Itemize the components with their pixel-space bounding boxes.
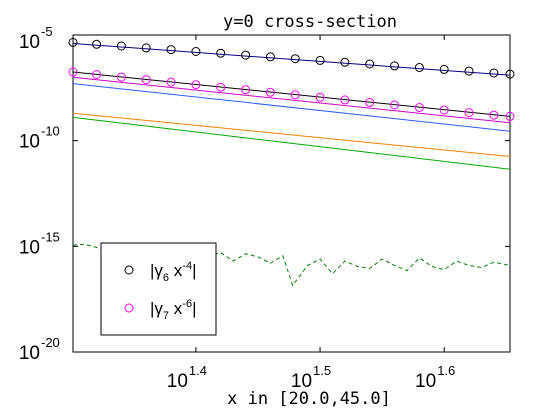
marker-point-0-15	[439, 64, 449, 74]
y-tick-exponent-1: -10	[41, 124, 60, 139]
legend-box	[100, 242, 217, 336]
series-line-3	[72, 76, 511, 124]
series-line-4	[72, 112, 511, 157]
legend-label-1: |γ7 x-6|	[150, 298, 196, 322]
marker-point-0-10	[315, 55, 325, 65]
marker-point-1-18	[505, 111, 515, 121]
marker-point-0-7	[241, 50, 251, 60]
marker-point-0-13	[390, 61, 399, 71]
marker-point-1-4	[166, 77, 176, 87]
marker-point-0-11	[340, 57, 350, 67]
marker-point-0-3	[141, 43, 151, 53]
y-tick-label-1: 10	[19, 132, 40, 153]
x-tick-label-1: 10	[291, 371, 312, 392]
marker-point-0-8	[265, 52, 275, 62]
marker-layer	[68, 37, 515, 121]
marker-point-1-2	[116, 72, 126, 82]
marker-point-1-1	[92, 70, 102, 79]
marker-point-1-9	[290, 90, 300, 100]
y-tick-label-3: 10	[19, 343, 40, 364]
marker-point-0-4	[166, 45, 176, 55]
marker-point-1-11	[340, 95, 350, 105]
marker-point-1-5	[191, 80, 201, 90]
legend-marker-1	[124, 303, 134, 313]
marker-point-1-8	[265, 87, 275, 97]
y-tick-label-0: 10	[19, 32, 40, 53]
x-tick-exponent-1: 1.5	[313, 363, 331, 378]
marker-point-1-12	[365, 97, 375, 107]
x-tick-label-2: 10	[415, 371, 436, 392]
x-tick-exponent-0: 1.4	[189, 363, 207, 378]
marker-point-1-13	[390, 100, 399, 110]
y-tick-exponent-2: -15	[41, 229, 60, 244]
y-tick-exponent-3: -20	[41, 335, 60, 350]
marker-point-0-12	[365, 59, 375, 69]
marker-point-1-7	[241, 85, 251, 95]
y-tick-exponent-0: -5	[41, 24, 53, 39]
marker-point-0-0	[68, 37, 78, 47]
marker-point-0-6	[216, 48, 226, 58]
marker-point-1-10	[315, 92, 325, 102]
x-tick-exponent-2: 1.6	[437, 363, 455, 378]
marker-point-0-2	[116, 41, 126, 51]
marker-point-0-5	[191, 47, 201, 56]
marker-point-1-6	[216, 82, 226, 92]
marker-point-1-0	[68, 67, 78, 77]
x-axis-label: x in [20.0,45.0]	[227, 389, 391, 409]
marker-point-0-9	[290, 54, 300, 64]
legend-marker-0	[124, 265, 134, 275]
legend: |γ6 x-4| |γ7 x-6|	[100, 242, 217, 336]
series-line-5	[72, 116, 511, 170]
marker-point-0-1	[92, 39, 102, 49]
marker-point-1-15	[439, 105, 449, 115]
marker-point-1-14	[414, 103, 424, 112]
x-tick-label-0: 10	[167, 371, 188, 392]
marker-point-1-3	[141, 75, 151, 85]
series-line-2	[72, 83, 511, 132]
marker-point-0-16	[464, 66, 474, 76]
y-tick-label-2: 10	[19, 237, 40, 258]
series-layer	[72, 43, 511, 287]
marker-point-0-14	[414, 63, 424, 72]
series-line-6	[72, 243, 511, 287]
legend-label-0: |γ6 x-4|	[150, 260, 196, 284]
marker-point-1-16	[464, 108, 474, 118]
marker-point-0-18	[505, 69, 515, 79]
marker-point-1-17	[489, 110, 499, 120]
chart-title: y=0 cross-section	[223, 12, 397, 32]
marker-point-0-17	[489, 68, 499, 78]
